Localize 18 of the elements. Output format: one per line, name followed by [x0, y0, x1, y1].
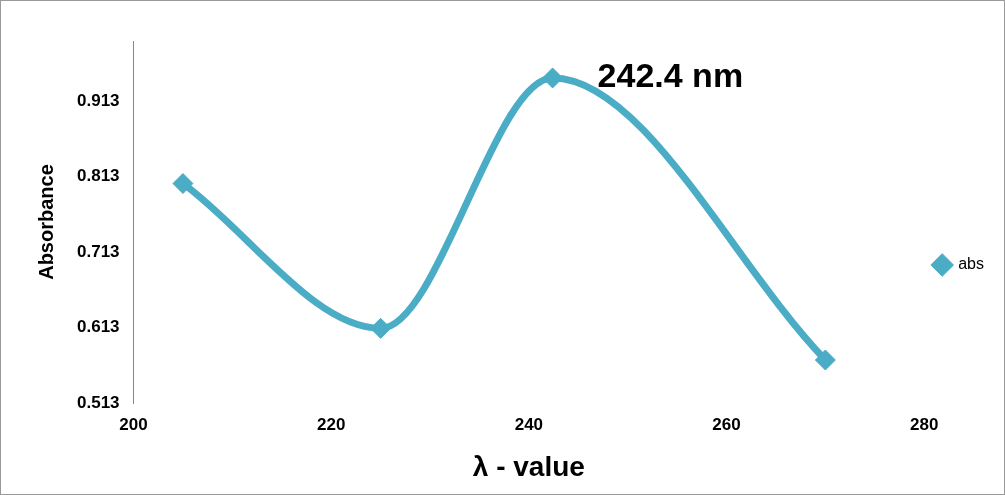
x-tick-label: 240: [514, 414, 544, 434]
point: [370, 317, 392, 339]
x-tick-label: 220: [317, 414, 346, 434]
x-tick-label: 280: [910, 414, 939, 434]
point: [814, 349, 836, 371]
y-tick-label: 0.713: [76, 241, 120, 261]
point: [542, 67, 564, 89]
y-tick-label: 0.813: [76, 166, 120, 186]
y-tick-label: 0.613: [76, 317, 120, 337]
y-tick-label: 0.513: [76, 392, 120, 412]
x-axis-title: λ - value: [472, 450, 585, 482]
y-tick-label: 0.913: [76, 91, 120, 111]
x-tick-label: 260: [712, 414, 741, 434]
x-tick-label: 200: [119, 414, 148, 434]
point: [172, 173, 194, 195]
legend-label: abs: [958, 255, 984, 273]
y-axis-title: Absorbance: [34, 164, 57, 280]
annotation: 242.4 nm: [597, 56, 744, 95]
